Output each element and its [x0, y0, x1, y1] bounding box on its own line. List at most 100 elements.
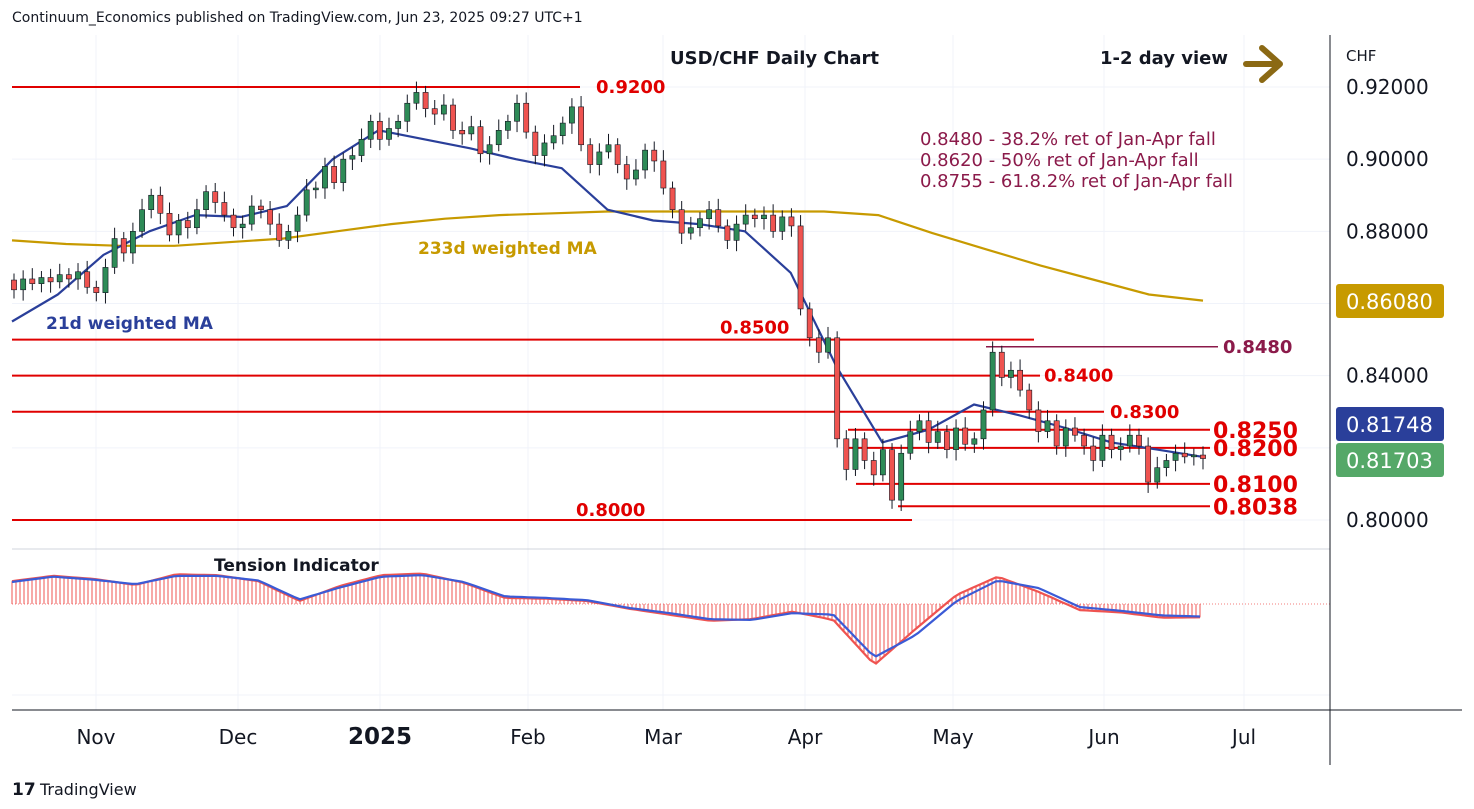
- candle: [587, 138, 594, 174]
- level-label: 0.8038: [1213, 495, 1298, 520]
- time-tick-label: Mar: [644, 725, 683, 749]
- candle: [248, 195, 255, 231]
- candle: [93, 280, 100, 302]
- retracement-annotations: 0.8480 - 38.2% ret of Jan-Apr fall0.8620…: [920, 129, 1233, 192]
- candle-body: [514, 102, 520, 122]
- candle: [825, 326, 831, 359]
- candle: [678, 201, 685, 244]
- candle: [111, 227, 118, 274]
- candle-body: [276, 223, 283, 241]
- candle: [989, 341, 996, 417]
- candle-body: [1099, 434, 1106, 461]
- candle-body: [258, 205, 264, 210]
- candle-body: [706, 209, 713, 220]
- candle: [1062, 419, 1069, 457]
- price-tick-label: 0.90000: [1346, 147, 1429, 171]
- candle: [550, 124, 557, 150]
- candle-body: [413, 92, 420, 104]
- candle: [578, 96, 584, 152]
- price-badge-bg: [1336, 284, 1444, 318]
- candle-body: [175, 220, 182, 236]
- retracement-annotation: 0.8480 - 38.2% ret of Jan-Apr fall: [920, 129, 1216, 150]
- candle: [239, 215, 246, 239]
- candle-body: [870, 460, 877, 476]
- candle-body: [504, 120, 511, 131]
- candle-body: [139, 209, 145, 232]
- candle: [1145, 437, 1152, 493]
- candle-body: [834, 337, 841, 440]
- candle: [633, 159, 639, 186]
- candle-body: [623, 164, 630, 180]
- candle-body: [459, 130, 466, 135]
- candle: [916, 414, 923, 441]
- tension-indicator-pane: [11, 572, 1330, 696]
- level-label: 0.8500: [720, 318, 789, 339]
- candle: [834, 331, 841, 448]
- candle-body: [239, 223, 246, 229]
- candle-body: [230, 214, 237, 229]
- candle: [130, 222, 136, 264]
- ma-21-path: [11, 129, 1204, 458]
- level-label: 0.8250: [1213, 419, 1298, 444]
- candle-body: [468, 126, 475, 135]
- candle: [514, 94, 520, 133]
- candle-body: [166, 212, 173, 236]
- price-badge: 0.81703: [1336, 443, 1444, 477]
- candle: [642, 143, 648, 179]
- candle: [660, 150, 667, 195]
- candle-body: [194, 209, 200, 229]
- candle: [29, 268, 36, 291]
- candle: [166, 202, 173, 242]
- chart-subtitle: 1-2 day view: [1100, 48, 1228, 69]
- candle-body: [1154, 467, 1161, 483]
- candle: [56, 263, 63, 289]
- candle: [175, 214, 182, 244]
- candle: [194, 198, 200, 235]
- candle-body: [761, 214, 767, 220]
- candle: [980, 401, 987, 450]
- price-badge-label: 0.86080: [1346, 290, 1433, 314]
- candle: [139, 198, 145, 238]
- candle-body: [669, 187, 676, 210]
- candle-body: [130, 231, 136, 254]
- time-axis-labels: Nov Dec 2025 Feb Mar Apr May Jun Jul: [76, 724, 1256, 750]
- candle: [751, 208, 758, 228]
- candle: [1200, 446, 1206, 470]
- ma-233-path: [11, 210, 1204, 302]
- candle-body: [788, 216, 795, 227]
- candle-body: [916, 420, 923, 432]
- candle: [669, 181, 676, 219]
- candle: [349, 146, 356, 170]
- candle: [1181, 442, 1188, 464]
- candle-body: [697, 218, 703, 229]
- candle: [1136, 428, 1142, 455]
- candle: [1117, 437, 1124, 461]
- level-label: 0.8100: [1213, 473, 1298, 498]
- candle: [358, 128, 365, 163]
- candle: [468, 115, 475, 141]
- indicator-title: Tension Indicator: [214, 556, 379, 576]
- candle: [285, 224, 292, 250]
- candle: [422, 85, 429, 118]
- price-badge-bg: [1336, 407, 1444, 441]
- tradingview-logo[interactable]: 𝟭𝟳 TradingView: [12, 780, 137, 800]
- candle: [450, 98, 456, 139]
- candle: [486, 136, 493, 165]
- candle: [843, 430, 850, 481]
- candle-body: [1117, 445, 1124, 450]
- candle-body: [340, 158, 347, 183]
- candle: [852, 427, 859, 476]
- candle: [779, 210, 786, 240]
- candle: [1035, 401, 1042, 443]
- candle-body: [358, 139, 365, 156]
- candle-body: [1163, 460, 1170, 468]
- indicator-line-slow: [11, 574, 1201, 658]
- candle: [1172, 444, 1179, 472]
- candle-body: [797, 225, 804, 310]
- candle: [944, 425, 950, 459]
- candle: [1090, 437, 1097, 472]
- candle-body: [587, 144, 594, 165]
- candle-body: [11, 279, 17, 291]
- candle-body: [889, 449, 895, 501]
- candle-body: [1126, 434, 1133, 447]
